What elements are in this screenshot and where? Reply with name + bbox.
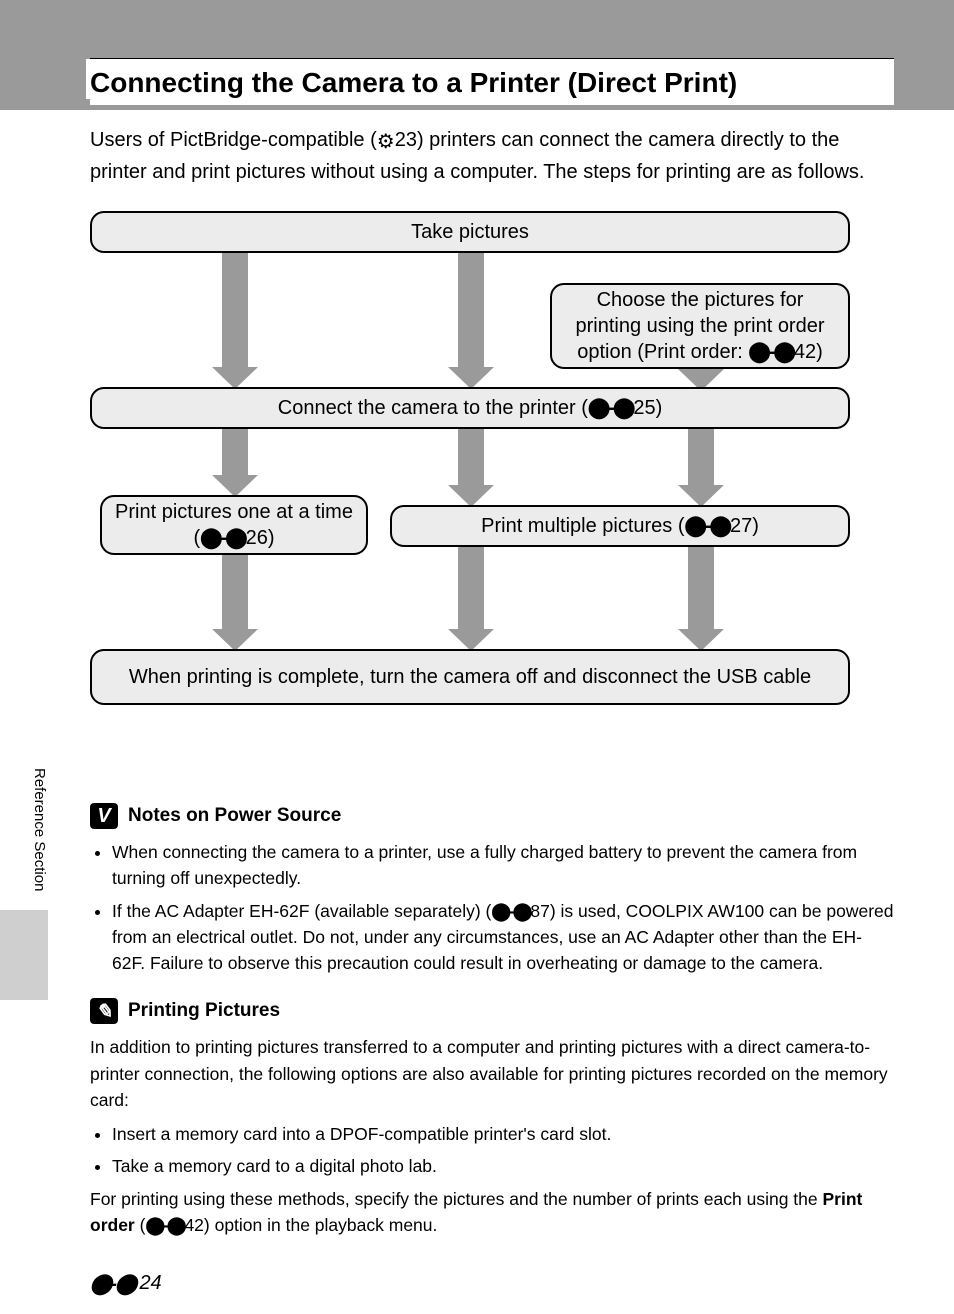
note-intro: In addition to printing pictures transfe… — [90, 1034, 894, 1113]
link-icon: ⬤-⬤ — [145, 1215, 184, 1235]
checkmark-icon: V — [90, 803, 118, 829]
list-item: Insert a memory card into a DPOF-compati… — [112, 1121, 894, 1147]
page-title: Connecting the Camera to a Printer (Dire… — [86, 59, 745, 99]
outro-text: For printing using these methods, specif… — [90, 1189, 823, 1209]
flow-arrow — [222, 555, 248, 633]
list-item: When connecting the camera to a printer,… — [112, 839, 894, 892]
flow-arrow — [222, 429, 248, 479]
flow-arrow — [688, 429, 714, 489]
notes-power-source: V Notes on Power Source When connecting … — [90, 803, 894, 976]
page-num-value: 24 — [139, 1272, 161, 1295]
flow-arrow — [458, 253, 484, 371]
wrench-icon: ⚙ — [377, 127, 395, 157]
note-list: When connecting the camera to a printer,… — [90, 839, 894, 976]
note-title: Notes on Power Source — [128, 805, 341, 827]
outro-after: ) option in the playback menu. — [204, 1215, 437, 1235]
flow-node-multi: Print multiple pictures (⬤-⬤27) — [390, 505, 850, 547]
note-title: Printing Pictures — [128, 1000, 280, 1022]
flow-node-done: When printing is complete, turn the came… — [90, 649, 850, 705]
intro-ref: 23 — [395, 129, 417, 151]
flow-node-one: Print pictures one at a time (⬤-⬤26) — [100, 495, 368, 555]
page-number: ⬤-⬤24 — [90, 1271, 162, 1296]
notes-printing: ✎ Printing Pictures In addition to print… — [90, 998, 894, 1238]
outro-ref: 42 — [184, 1215, 203, 1235]
flow-node-take: Take pictures — [90, 211, 850, 253]
intro-text: Users of PictBridge-compatible ( — [90, 129, 377, 151]
flow-node-choose: Choose the pictures for printing using t… — [550, 283, 850, 369]
flow-arrow — [458, 429, 484, 489]
note-outro: For printing using these methods, specif… — [90, 1186, 894, 1239]
flow-arrow — [222, 253, 248, 371]
list-item: If the AC Adapter EH-62F (available sepa… — [112, 898, 894, 977]
pencil-icon: ✎ — [90, 998, 118, 1024]
flowchart: Take pictures Choose the pictures for pri… — [90, 211, 894, 731]
note-list: Insert a memory card into a DPOF-compati… — [90, 1121, 894, 1180]
list-item: Take a memory card to a digital photo la… — [112, 1153, 894, 1179]
intro-paragraph: Users of PictBridge-compatible (⚙23) pri… — [90, 125, 894, 187]
flow-arrow — [688, 369, 714, 373]
link-icon: ⬤-⬤ — [90, 1271, 135, 1296]
flow-arrow — [458, 547, 484, 633]
flow-arrow — [688, 547, 714, 633]
flow-node-connect: Connect the camera to the printer (⬤-⬤25… — [90, 387, 850, 429]
manual-page: Reference Section Connecting the Camera … — [0, 10, 954, 1314]
